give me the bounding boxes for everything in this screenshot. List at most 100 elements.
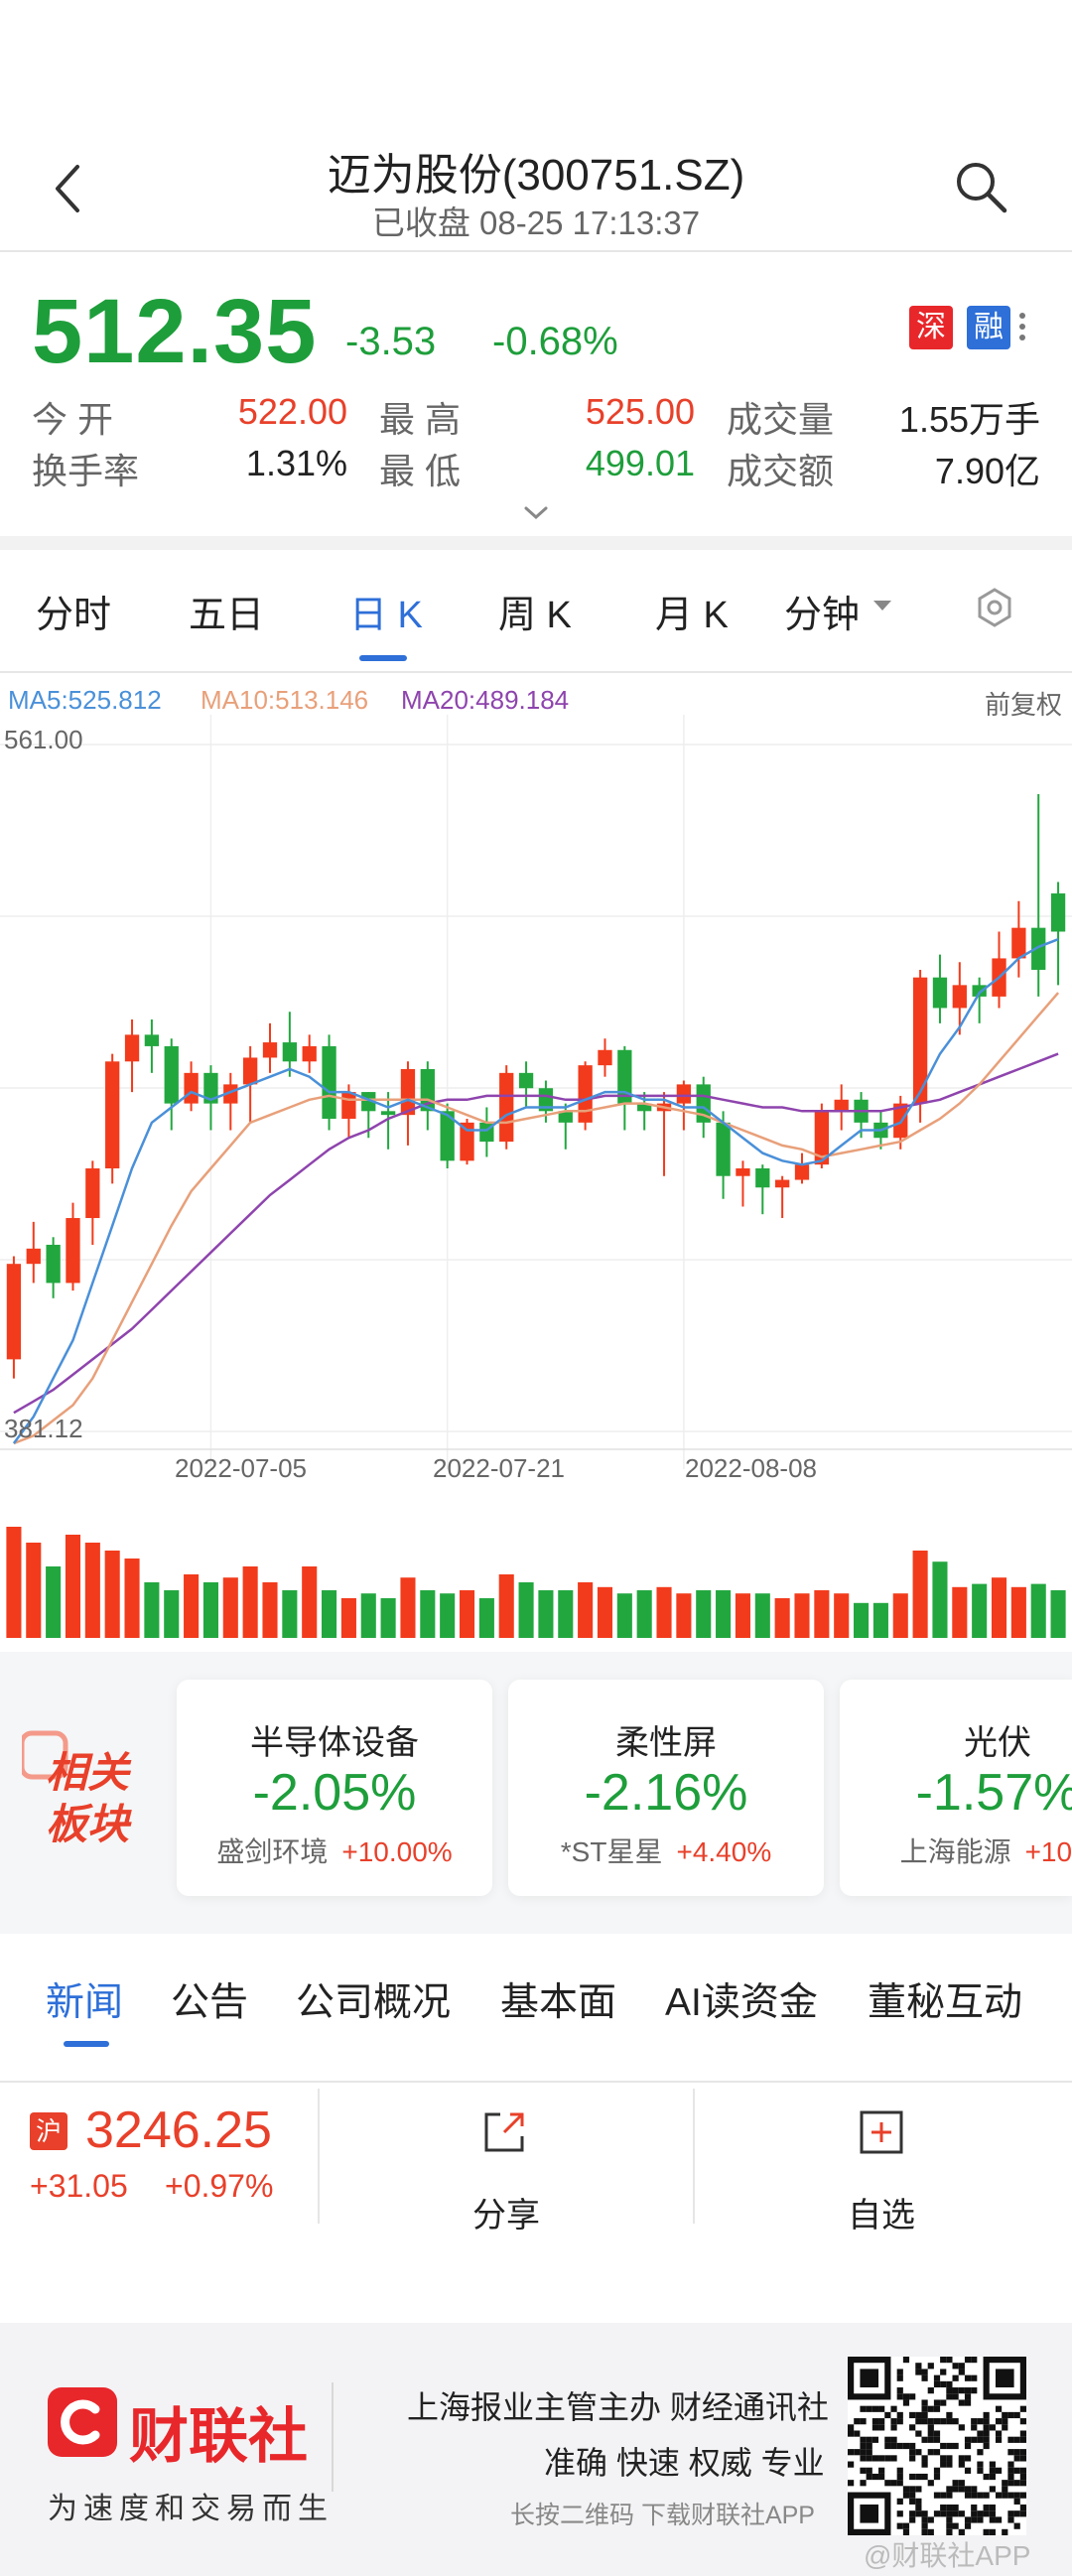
back-arrow-icon[interactable] xyxy=(48,159,87,218)
candlestick-chart[interactable] xyxy=(0,715,1072,1469)
more-options-icon[interactable] xyxy=(1017,310,1027,345)
bar-separator xyxy=(693,2089,695,2224)
candle-body xyxy=(262,1042,278,1058)
tab-secretary-qa[interactable]: 董秘互动 xyxy=(868,1981,1023,2024)
sh-index-change: +31.05 xyxy=(30,2168,128,2204)
volume-bar xyxy=(164,1590,180,1638)
candle-body xyxy=(538,1088,554,1112)
volume-bar xyxy=(440,1593,456,1638)
tab-announcements[interactable]: 公告 xyxy=(171,1981,249,2024)
candle-body xyxy=(637,1103,652,1112)
sh-index-value[interactable]: 3246.25 xyxy=(85,2101,272,2159)
sector-card[interactable]: 半导体设备 -2.05% 盛剑环境 +10.00% xyxy=(177,1680,492,1896)
price-change: -3.53 xyxy=(345,320,437,363)
tab-company-profile[interactable]: 公司概况 xyxy=(296,1981,452,2024)
exchange-badge-sz: 深 xyxy=(909,306,953,349)
ma20-legend: MA20:489.184 xyxy=(401,685,570,715)
candle-body xyxy=(66,1218,80,1284)
volume-bar xyxy=(202,1582,218,1638)
qr-code-icon[interactable] xyxy=(848,2357,1026,2535)
sector-leader: 上海能源+10.0 xyxy=(899,1836,1072,1867)
volume-bar xyxy=(578,1582,594,1638)
open-value: 522.00 xyxy=(237,391,347,432)
footer-line: 上海报业主管主办 财经通讯社 xyxy=(407,2389,829,2425)
sector-card[interactable]: 光伏 -1.57% 上海能源+10.0 xyxy=(840,1680,1072,1896)
date-label: 2022-08-08 xyxy=(685,1453,817,1483)
volume-bar xyxy=(972,1583,988,1638)
chevron-down-icon[interactable] xyxy=(522,504,550,522)
tab-ai-capital[interactable]: AI读资金 xyxy=(665,1981,818,2024)
date-label: 2022-07-21 xyxy=(433,1453,565,1483)
candle-body xyxy=(755,1168,770,1188)
dropdown-caret-icon[interactable] xyxy=(871,598,893,613)
volume-bar xyxy=(834,1593,850,1638)
stock-title: 迈为股份(300751.SZ) xyxy=(327,151,745,200)
volume-bar xyxy=(26,1543,42,1638)
share-icon[interactable] xyxy=(478,2106,530,2158)
candle-body xyxy=(223,1084,238,1104)
candle-body xyxy=(26,1248,41,1265)
candle-body xyxy=(499,1072,514,1143)
tab-intraday[interactable]: 分时 xyxy=(36,595,112,636)
volume-bar xyxy=(1050,1590,1066,1638)
add-watchlist-button[interactable]: 自选 xyxy=(848,2197,915,2235)
open-label: 今 开 xyxy=(32,399,114,440)
volume-bar xyxy=(912,1551,928,1638)
related-sector-logo-icon xyxy=(22,1730,68,1780)
footer-separator xyxy=(332,2382,334,2492)
volume-bar xyxy=(84,1543,100,1638)
volume-bar xyxy=(340,1598,356,1638)
sector-name: 柔性屏 xyxy=(615,1724,717,1762)
tab-five-day[interactable]: 五日 xyxy=(189,595,265,636)
volume-bar xyxy=(400,1577,416,1638)
news-tabs-divider xyxy=(0,2081,1072,2083)
volume-bar xyxy=(676,1593,692,1638)
volume-bar xyxy=(184,1574,200,1638)
price-change-pct: -0.68% xyxy=(492,320,618,363)
sector-change: -2.16% xyxy=(584,1764,748,1822)
sector-card[interactable]: 柔性屏 -2.16% *ST星星 +4.40% xyxy=(508,1680,824,1896)
share-button[interactable]: 分享 xyxy=(472,2197,540,2235)
candle-body xyxy=(1031,927,1046,970)
search-icon[interactable] xyxy=(953,159,1008,214)
candle-body xyxy=(460,1122,474,1161)
candle-body xyxy=(243,1057,258,1085)
adjust-type[interactable]: 前复权 xyxy=(985,690,1063,720)
high-label: 最 高 xyxy=(379,399,462,440)
candle-body xyxy=(1011,927,1026,959)
volume-bar xyxy=(794,1593,810,1638)
volume-bar xyxy=(478,1598,494,1638)
tab-fundamentals[interactable]: 基本面 xyxy=(500,1981,617,2024)
candle-body xyxy=(341,1092,356,1120)
add-watchlist-icon[interactable] xyxy=(856,2106,907,2158)
candle-body xyxy=(676,1084,692,1104)
turnover-label: 换手率 xyxy=(32,451,140,491)
volume-bar xyxy=(6,1527,22,1638)
volume-bar xyxy=(952,1586,968,1638)
volume-bar xyxy=(242,1566,258,1638)
bar-separator xyxy=(318,2089,320,2224)
volume-bar xyxy=(1030,1583,1046,1638)
header: 迈为股份(300751.SZ) 已收盘 08-25 17:13:37 xyxy=(0,129,1072,248)
volume-bar xyxy=(302,1566,318,1638)
candle-body xyxy=(716,1122,731,1176)
y-max-label: 561.00 xyxy=(4,725,83,754)
brand-slogan: 为速度和交易而生 xyxy=(48,2493,334,2525)
volume-bar xyxy=(854,1602,870,1638)
volume-bar xyxy=(538,1590,554,1638)
tabs-divider xyxy=(0,671,1072,673)
tab-minute[interactable]: 分钟 xyxy=(784,595,861,636)
sh-index-change-pct: +0.97% xyxy=(165,2168,274,2204)
tab-news[interactable]: 新闻 xyxy=(46,1981,124,2024)
tab-weekly-k[interactable]: 周 K xyxy=(498,595,572,636)
candle-body xyxy=(834,1099,849,1112)
tab-monthly-k[interactable]: 月 K xyxy=(655,595,729,636)
candle-body xyxy=(932,977,948,1009)
active-tab-indicator xyxy=(359,655,407,661)
tab-daily-k[interactable]: 日 K xyxy=(349,595,423,636)
volume-bar xyxy=(892,1593,908,1638)
settings-icon[interactable] xyxy=(973,586,1016,629)
volume-bar xyxy=(814,1590,830,1638)
volume-chart[interactable] xyxy=(0,1479,1072,1638)
candle-body xyxy=(322,1045,336,1120)
